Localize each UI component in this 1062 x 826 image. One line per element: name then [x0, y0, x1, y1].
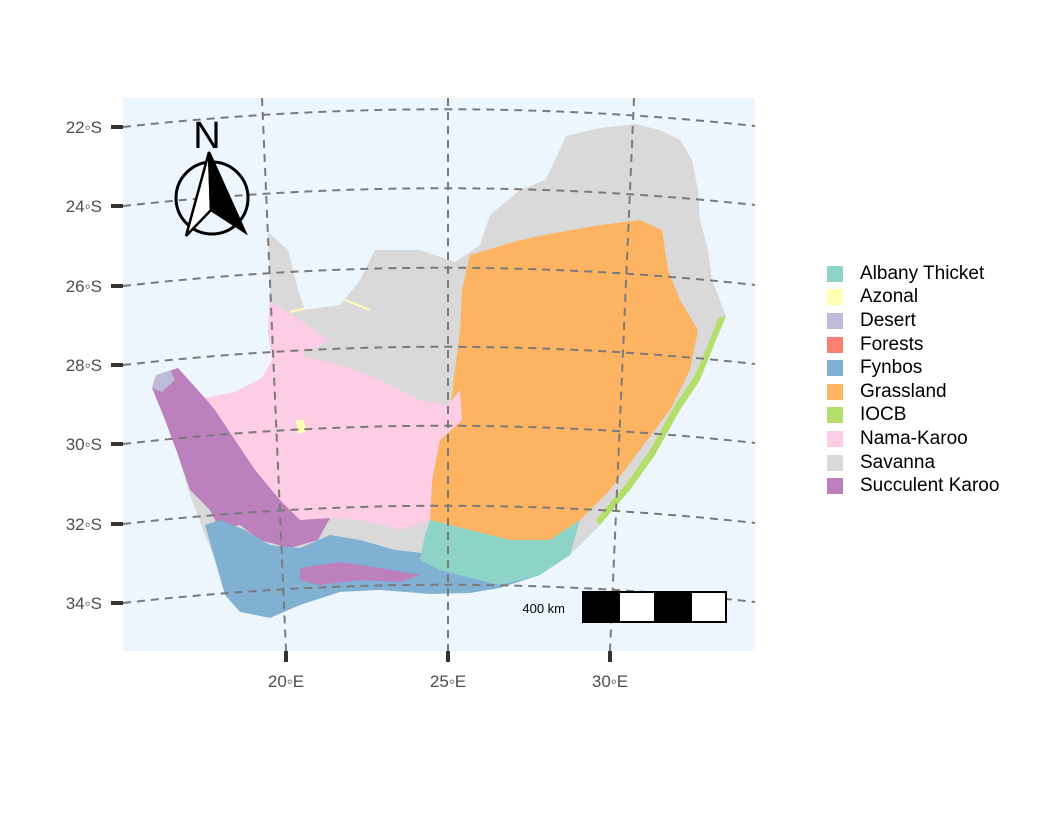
succulent-karoo-band: [300, 562, 420, 585]
legend-item: Desert: [826, 309, 999, 333]
graticule-lat-32: [122, 504, 756, 525]
iocb-region: [596, 316, 726, 525]
scale-bar-segment: [582, 591, 620, 623]
legend-swatch: [826, 359, 844, 378]
scale-bar-segment: [654, 591, 692, 623]
nama-karoo-north: [268, 300, 330, 360]
legend-swatch: [826, 406, 844, 425]
lat-label: 26◦S: [66, 277, 102, 296]
legend-label: Albany Thicket: [860, 262, 985, 284]
legend-label: Azonal: [860, 286, 919, 308]
legend-swatch: [826, 311, 844, 330]
legend-item: Succulent Karoo: [826, 474, 999, 498]
legend-swatch: [826, 477, 844, 496]
graticule-lat-34: [122, 583, 756, 604]
legend-swatch: [826, 429, 844, 448]
scale-bar-segment: [618, 591, 656, 623]
legend-label: Succulent Karoo: [860, 475, 1000, 497]
legend-label: IOCB: [860, 404, 907, 426]
legend-item: Grassland: [826, 380, 999, 404]
scale-bar-label: 400 km: [522, 601, 565, 616]
scale-bar-segment: [690, 591, 727, 623]
desert-edge: [152, 370, 175, 392]
north-arrow: N: [174, 115, 250, 237]
y-axis-labels: 22◦S 24◦S 26◦S 28◦S 30◦S 32◦S 34◦S: [66, 118, 102, 613]
legend-swatch: [826, 382, 844, 401]
lat-label: 30◦S: [66, 435, 102, 454]
legend-label: Forests: [860, 333, 924, 355]
lat-label: 32◦S: [66, 515, 102, 534]
graticule-lat-30: [122, 424, 756, 445]
graticule-lat-28: [122, 345, 756, 366]
legend-item: IOCB: [826, 404, 999, 428]
legend-item: Albany Thicket: [826, 262, 999, 286]
lat-label: 34◦S: [66, 594, 102, 613]
grassland-region: [430, 220, 698, 540]
legend-label: Savanna: [860, 451, 936, 473]
legend-item: Fynbos: [826, 356, 999, 380]
x-axis-labels: 20◦E 25◦E 30◦E: [268, 672, 628, 691]
x-axis-ticks: [284, 651, 612, 662]
legend-item: Azonal: [826, 286, 999, 310]
legend-label: Fynbos: [860, 357, 923, 379]
lat-label: 22◦S: [66, 118, 102, 137]
graticule-lat-22: [122, 108, 756, 128]
legend-item: Forests: [826, 333, 999, 357]
legend: Albany Thicket Azonal Desert Forests Fynbos G…: [826, 262, 999, 498]
legend-swatch: [826, 335, 844, 354]
albany-thicket-region: [420, 520, 580, 585]
lon-label: 25◦E: [430, 672, 466, 691]
scale-bar: 400 km: [522, 591, 727, 623]
lat-label: 24◦S: [66, 197, 102, 216]
legend-label: Nama-Karoo: [860, 427, 968, 449]
lon-label: 30◦E: [592, 672, 628, 691]
azonal-patch: [296, 420, 306, 434]
legend-swatch: [826, 288, 844, 307]
nama-karoo-region: [200, 355, 462, 530]
legend-label: Desert: [860, 309, 916, 331]
legend-item: Nama-Karoo: [826, 427, 999, 451]
lon-label: 20◦E: [268, 672, 304, 691]
succulent-karoo-region: [152, 368, 330, 548]
lat-label: 28◦S: [66, 356, 102, 375]
legend-swatch: [826, 453, 844, 472]
graticule-lat-26: [122, 266, 756, 287]
y-axis-ticks: [111, 125, 123, 605]
north-arrow-label: N: [193, 115, 220, 157]
legend-item: Savanna: [826, 451, 999, 475]
legend-swatch: [826, 264, 844, 283]
north-arrow-right-half: [207, 151, 248, 236]
legend-label: Grassland: [860, 380, 947, 402]
